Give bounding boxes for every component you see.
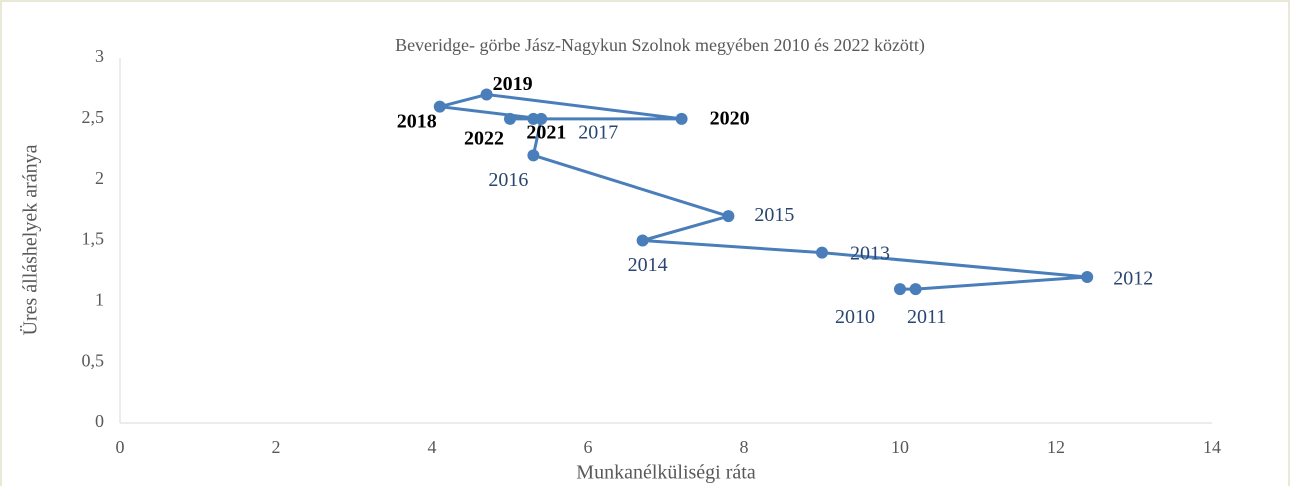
y-tick-label: 1,5 — [82, 229, 105, 249]
point-label: 2017 — [578, 121, 618, 143]
marker — [433, 100, 446, 113]
point-label: 2010 — [835, 306, 875, 328]
marker — [894, 283, 906, 296]
point-label: 2016 — [488, 169, 528, 191]
y-tick-label: 0,5 — [82, 350, 105, 370]
point-label: 2020 — [710, 107, 750, 129]
marker — [722, 210, 735, 223]
marker — [527, 112, 540, 125]
y-tick-label: 3 — [95, 46, 104, 66]
x-tick-label: 14 — [1203, 437, 1221, 457]
x-tick-label: 6 — [584, 437, 593, 457]
y-tick-label: 2 — [95, 168, 104, 188]
x-tick-label: 12 — [1047, 437, 1065, 457]
x-axis-label: Munkanélküliségi ráta — [576, 462, 756, 484]
y-tick-label: 1 — [95, 289, 104, 309]
marker — [1081, 271, 1094, 283]
y-axis-label: Üres álláshelyek aránya — [19, 144, 42, 335]
chart-title: Beveridge- görbe Jász-Nagykun Szolnok me… — [395, 35, 925, 56]
y-tick-label: 0 — [95, 411, 104, 431]
point-label: 2019 — [493, 73, 533, 95]
marker — [527, 149, 540, 162]
x-tick-label: 8 — [740, 437, 749, 457]
x-tick-label: 4 — [428, 437, 437, 457]
x-tick-label: 0 — [116, 437, 125, 457]
marker — [909, 283, 922, 296]
marker — [816, 246, 828, 259]
point-label: 2012 — [1113, 268, 1153, 290]
marker — [675, 112, 688, 125]
point-label: 2022 — [464, 127, 504, 149]
point-label: 2014 — [628, 254, 668, 276]
point-label: 2021 — [526, 121, 566, 143]
point-label: 2011 — [907, 306, 946, 328]
point-label: 2013 — [850, 242, 890, 264]
point-label: 2018 — [397, 110, 437, 132]
y-tick-label: 2,5 — [82, 107, 105, 127]
marker — [480, 88, 493, 101]
x-tick-label: 2 — [272, 437, 281, 457]
x-tick-label: 10 — [891, 437, 909, 457]
marker — [504, 112, 516, 125]
point-label: 2015 — [754, 204, 794, 226]
marker — [636, 234, 649, 247]
